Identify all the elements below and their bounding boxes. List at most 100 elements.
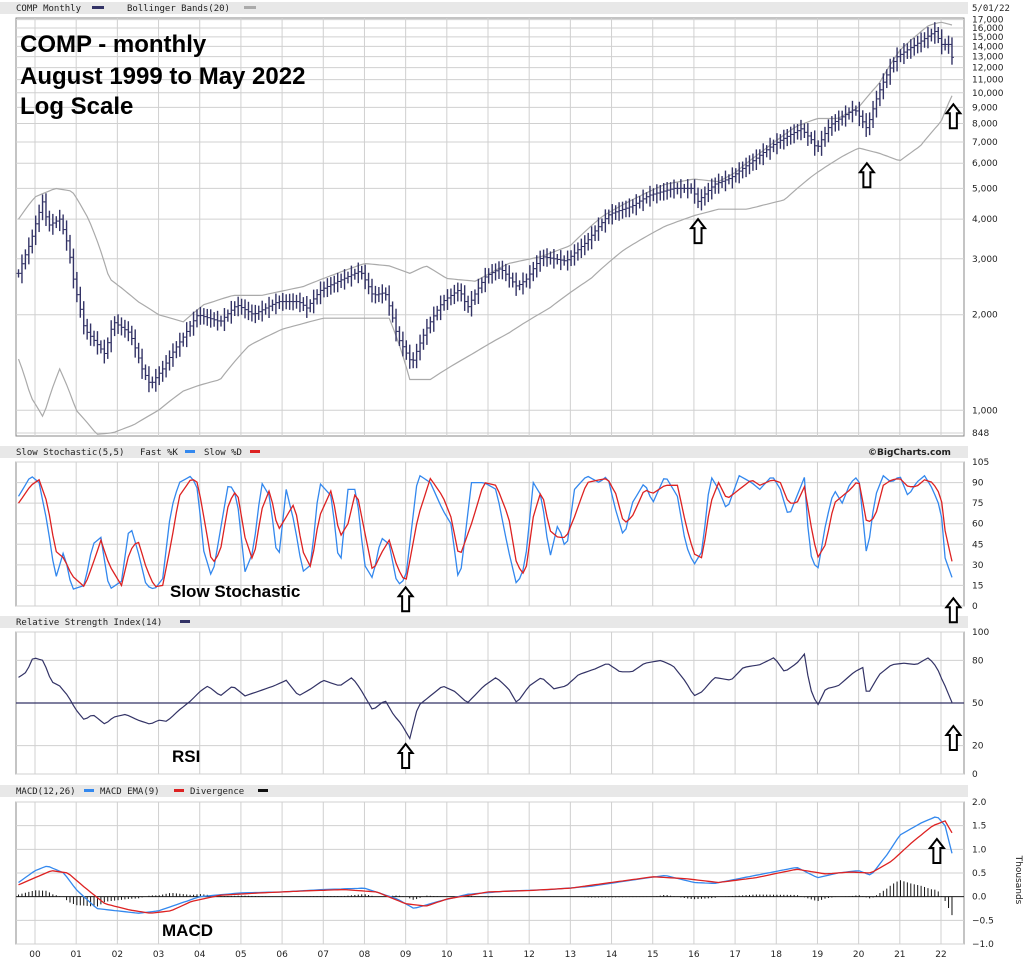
price-bars: [16, 22, 954, 393]
stoch-d-legend-label: Slow %D: [204, 448, 242, 458]
x-tick-label: 20: [853, 950, 865, 960]
price-y-tick-label: 3,000: [972, 255, 998, 265]
price-y-tick-label: 17,000: [972, 16, 1004, 26]
price-y-tick-label: 16,000: [972, 24, 1004, 34]
x-tick-label: 09: [400, 950, 412, 960]
rsi-arrow-icon: [396, 742, 415, 769]
stoch-y-tick-label: 90: [972, 479, 984, 489]
rsi-arrow-icon: [944, 724, 963, 751]
price-grid: [15, 17, 965, 437]
stoch-y-tick-label: 45: [972, 540, 983, 550]
stoch-grid: [15, 461, 965, 607]
stoch-header-title: Slow Stochastic(5,5): [16, 448, 124, 458]
stoch-y-tick-label: 30: [972, 561, 984, 571]
bollinger-legend-swatch: [244, 6, 256, 9]
x-tick-label: 13: [565, 950, 576, 960]
stoch-y-tick-label: 60: [972, 520, 984, 530]
price-y-tick-label: 9,000: [972, 103, 998, 113]
x-axis-labels: 00 01 02 03 04 05 06 07 08 09 10 11 12 13 14 15 16 17 18 19…: [29, 950, 946, 960]
stoch-slow-d-line: [17, 477, 953, 588]
rsi-header-title: Relative Strength Index(14): [16, 618, 162, 628]
x-tick-label: 00: [29, 950, 41, 960]
x-tick-label: 16: [688, 950, 700, 960]
macd-divergence-legend-label: Divergence: [190, 787, 244, 797]
x-tick-label: 03: [153, 950, 164, 960]
x-tick-label: 06: [276, 950, 288, 960]
macd-arrow-icon: [927, 837, 946, 864]
macd-y-tick-label: −1.0: [972, 940, 994, 950]
stoch-header-bar: [0, 446, 968, 458]
stoch-y-tick-label: 0: [972, 602, 978, 612]
macd-y-tick-label: 0.0: [972, 893, 987, 903]
macd-y-tick-label: 0.5: [972, 869, 986, 879]
price-y-tick-label: 1,000: [972, 406, 998, 416]
x-tick-label: 21: [894, 950, 905, 960]
x-tick-label: 22: [935, 950, 946, 960]
x-tick-label: 04: [194, 950, 206, 960]
bollinger-legend-label: Bollinger Bands(20): [127, 4, 230, 14]
x-tick-label: 19: [812, 950, 824, 960]
rsi-line: [18, 652, 953, 741]
macd-lines: [18, 816, 953, 916]
price-y-tick-label: 7,000: [972, 138, 998, 148]
macd-annotation: MACD: [162, 921, 213, 940]
annotation-arrows: [396, 102, 963, 864]
macd-y-tick-label: −0.5: [972, 916, 994, 926]
price-y-tick-label: 2,000: [972, 311, 998, 321]
x-tick-label: 12: [523, 950, 534, 960]
stoch-y-tick-label: 75: [972, 499, 983, 509]
x-tick-label: 02: [112, 950, 123, 960]
macd-y-tick-label: 1.0: [972, 845, 987, 855]
x-tick-label: 01: [70, 950, 81, 960]
rsi-y-tick-label: 50: [972, 699, 984, 709]
stoch-d-swatch: [250, 450, 260, 453]
macd-y-tick-label: 1.5: [972, 822, 986, 832]
rsi-header-bar: [0, 616, 968, 628]
macd-y-tick-label: 2.0: [972, 798, 987, 808]
rsi-y-tick-label: 100: [972, 628, 989, 638]
macd-header-bar: [0, 785, 968, 797]
rsi-y-axis: 100 80 50 20 0: [972, 628, 989, 780]
price-header-title: COMP Monthly: [16, 4, 82, 14]
price-y-tick-label: 15,000: [972, 33, 1004, 43]
price-y-tick-label: 8,000: [972, 120, 998, 130]
rsi-annotation: RSI: [172, 747, 200, 766]
bollinger-lower-band: [17, 95, 953, 435]
price-y-tick-label: 6,000: [972, 159, 998, 169]
x-tick-label: 07: [318, 950, 329, 960]
macd-ylabel: Thousands: [1013, 855, 1023, 905]
price-y-tick-label: 11,000: [972, 76, 1004, 86]
rsi-y-tick-label: 80: [972, 656, 984, 666]
stoch-y-tick-label: 15: [972, 581, 983, 591]
x-tick-label: 15: [647, 950, 658, 960]
rsi-lines: [18, 652, 953, 741]
stoch-k-swatch: [185, 450, 195, 453]
stoch-y-tick-label: 105: [972, 458, 989, 468]
stoch-lines: [17, 474, 953, 590]
x-tick-label: 05: [235, 950, 246, 960]
price-y-tick-label: 4,000: [972, 215, 998, 225]
annotation-line-3: Log Scale: [20, 93, 133, 120]
rsi-y-tick-label: 20: [972, 742, 984, 752]
annotation-line-1: COMP - monthly: [20, 31, 207, 58]
macd-signal-legend-label: MACD EMA(9): [100, 787, 160, 797]
annotation-line-2: August 1999 to May 2022: [20, 63, 305, 90]
price-y-tick-label: 12,000: [972, 64, 1004, 74]
macd-signal-swatch: [174, 789, 184, 792]
rsi-y-tick-label: 0: [972, 770, 978, 780]
macd-signal-line: [18, 820, 953, 914]
x-tick-label: 17: [729, 950, 740, 960]
stoch-arrow-icon: [396, 585, 415, 613]
rsi-swatch: [180, 620, 190, 623]
price-legend-swatch: [92, 6, 104, 9]
x-tick-label: 11: [482, 950, 493, 960]
macd-header-title: MACD(12,26): [16, 787, 76, 797]
price-arrow-icon: [944, 102, 963, 130]
price-y-tick-label: 14,000: [972, 42, 1004, 52]
macd-swatch: [84, 789, 94, 792]
price-frame: [15, 17, 965, 437]
x-tick-label: 18: [771, 950, 783, 960]
stoch-k-legend-label: Fast %K: [140, 448, 179, 458]
stoch-annotation: Slow Stochastic: [170, 582, 300, 601]
